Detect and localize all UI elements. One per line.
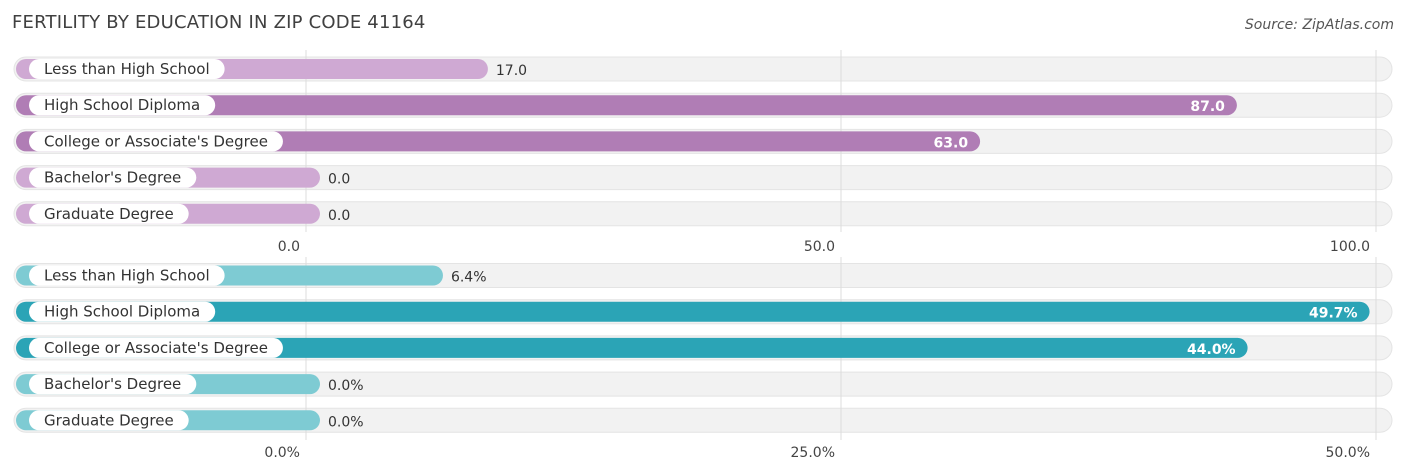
value-label: 17.0 <box>496 63 527 79</box>
value-label: 87.0 <box>1190 99 1225 115</box>
category-pill <box>29 131 283 152</box>
tick-label: 100.0 <box>1330 239 1370 255</box>
category-pill <box>29 374 197 395</box>
row-track <box>13 201 1393 227</box>
row-track <box>13 407 1393 433</box>
category-pill <box>29 203 189 224</box>
value-label: 63.0 <box>934 135 969 151</box>
value-label: 0.0% <box>328 414 364 430</box>
category-label: Graduate Degree <box>44 411 174 429</box>
category-label: Graduate Degree <box>44 205 174 223</box>
row-track <box>13 371 1393 397</box>
category-label: High School Diploma <box>44 303 200 321</box>
category-label: College or Associate's Degree <box>44 132 268 150</box>
tick-label: 0.0 <box>278 239 300 255</box>
category-label: Bachelor's Degree <box>44 375 181 393</box>
chart-panel-1: Less than High School 17.0 High School Dip… <box>13 50 1393 255</box>
value-label: 0.0% <box>328 378 364 394</box>
tick-label: 0.0% <box>264 445 300 461</box>
row-track <box>13 165 1393 191</box>
tick-label: 25.0% <box>791 445 835 461</box>
category-label: Less than High School <box>44 267 210 285</box>
bar-high-school-diploma <box>16 95 1237 116</box>
value-label: 0.0 <box>328 172 350 188</box>
value-label: 0.0 <box>328 208 350 224</box>
value-label: 49.7% <box>1309 306 1358 322</box>
value-label: 6.4% <box>451 270 487 286</box>
category-label: Bachelor's Degree <box>44 169 181 187</box>
chart-title: FERTILITY BY EDUCATION IN ZIP CODE 41164 <box>12 12 426 33</box>
category-pill <box>29 337 283 358</box>
category-label: High School Diploma <box>44 96 200 114</box>
bar-high-school-diploma <box>16 301 1370 322</box>
category-label: College or Associate's Degree <box>44 339 268 357</box>
category-pill <box>29 95 216 116</box>
tick-label: 50.0% <box>1326 445 1370 461</box>
category-pill <box>29 265 225 286</box>
category-pill <box>29 167 197 188</box>
category-pill <box>29 59 225 79</box>
category-label: Less than High School <box>44 60 210 78</box>
tick-label: 50.0 <box>804 239 835 255</box>
bar-college-or-associate-s-degree <box>16 337 1248 358</box>
category-pill <box>29 410 189 431</box>
chart-panel-2: Less than High School 6.4% High School Dip… <box>13 257 1393 461</box>
source-credit: Source: ZipAtlas.com <box>1244 17 1394 33</box>
value-label: 44.0% <box>1187 342 1236 358</box>
category-pill <box>29 301 216 322</box>
